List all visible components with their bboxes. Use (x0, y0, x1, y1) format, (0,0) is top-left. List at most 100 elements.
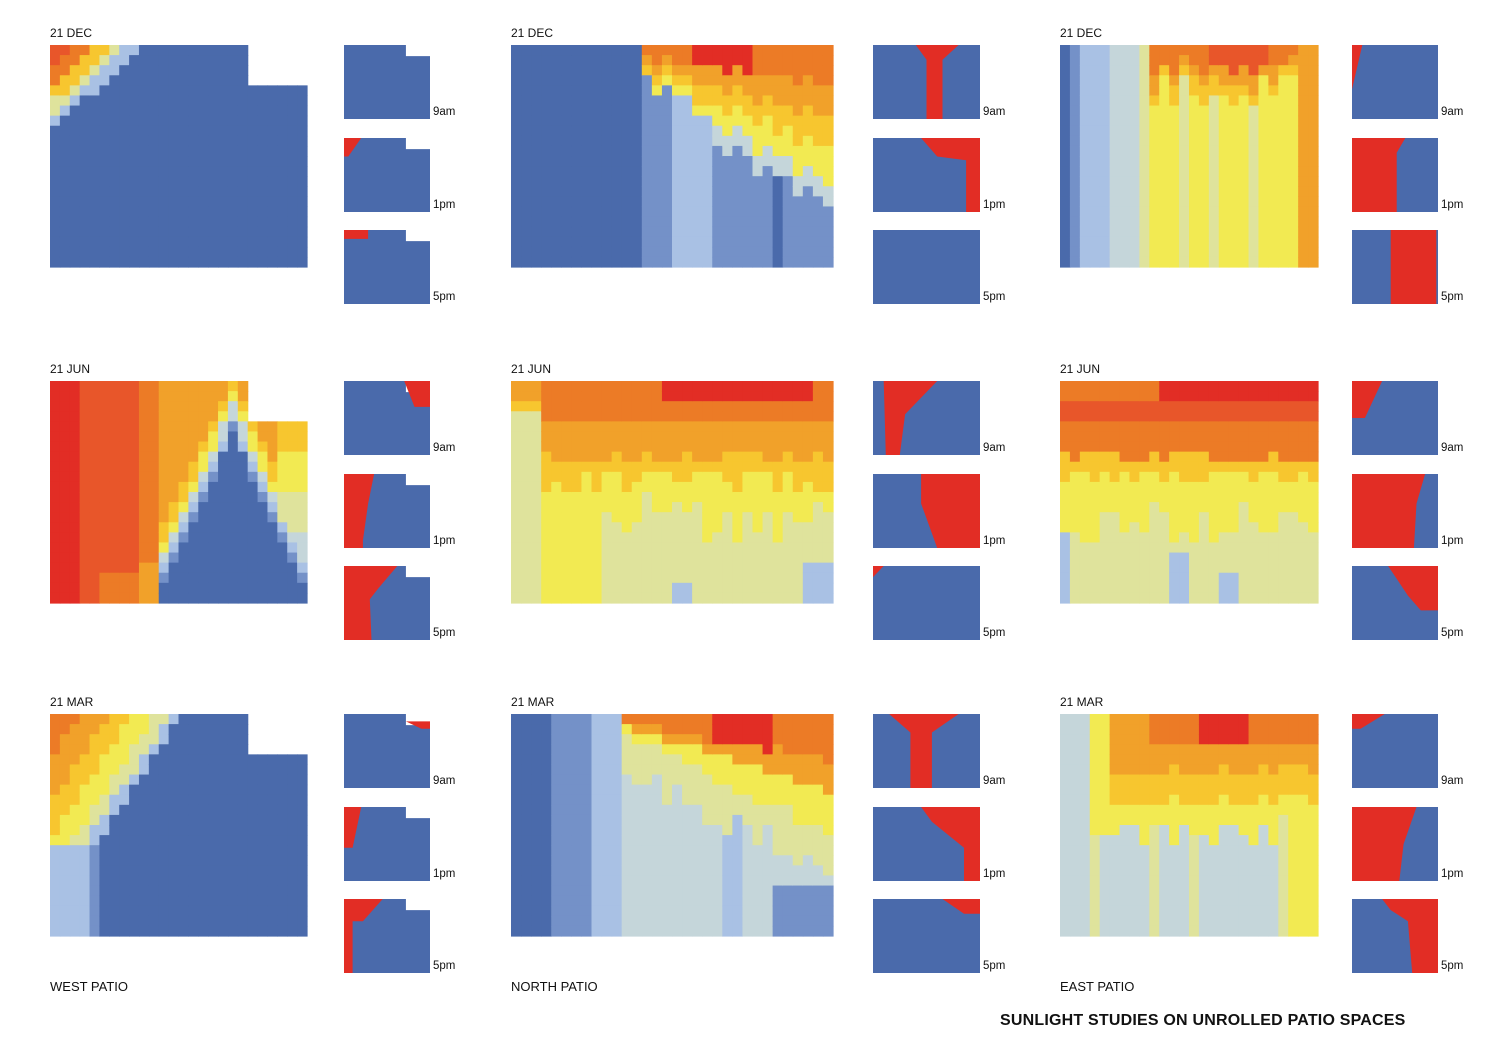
heat-cell (69, 75, 81, 86)
heat-cell (692, 835, 703, 846)
heat-cell (551, 156, 562, 167)
heat-cell (1060, 744, 1071, 755)
heat-cell (712, 115, 723, 127)
heat-cell (712, 744, 723, 755)
heat-cell (822, 764, 834, 776)
heat-cell (1069, 734, 1081, 745)
heat-cell (227, 905, 239, 917)
heat-cell (621, 246, 633, 258)
heat-cell (237, 145, 249, 157)
heat-cell (762, 714, 774, 725)
heat-cell (1228, 256, 1240, 268)
heat-cell (237, 85, 249, 97)
heat-cell (521, 206, 532, 218)
heat-cell (1129, 196, 1140, 208)
heat-cell (551, 145, 562, 157)
heat-cell (541, 246, 552, 258)
heat-cell (1218, 542, 1230, 554)
heat-cell (178, 915, 189, 927)
heat-cell (581, 461, 593, 473)
heat-cell (601, 522, 613, 533)
heat-cell (621, 804, 633, 816)
heat-cell (1089, 166, 1101, 177)
heat-cell (119, 145, 130, 157)
heat-cell (712, 75, 723, 86)
heat-cell (722, 431, 733, 443)
heat-cell (1179, 562, 1190, 574)
heat-cell (672, 145, 683, 157)
heat-cell (1189, 115, 1200, 127)
heat-cell (692, 186, 703, 197)
heat-cell (722, 216, 733, 228)
heat-cell (1278, 135, 1289, 147)
heat-cell (782, 925, 794, 937)
heat-cell (158, 401, 170, 412)
heat-cell (1238, 85, 1250, 97)
heat-cell (1288, 216, 1299, 228)
heat-cell (297, 85, 308, 97)
heat-cell (802, 115, 814, 127)
heat-cell (521, 804, 532, 816)
heat-cell (237, 55, 249, 66)
heat-cell (742, 55, 754, 66)
heat-cell (247, 196, 259, 208)
heat-cell (247, 885, 259, 897)
heat-cell (551, 794, 562, 806)
heat-cell (1159, 421, 1170, 433)
heat-cell (702, 381, 713, 392)
heat-cell (692, 461, 703, 473)
heat-cell (702, 431, 713, 443)
heat-cell (99, 481, 110, 493)
heat-cell (148, 754, 160, 766)
heat-cell (1248, 401, 1260, 412)
heat-cell (178, 55, 189, 66)
heat-cell (581, 145, 593, 157)
heat-cell (802, 196, 814, 208)
heat-cell (1099, 95, 1111, 107)
heat-cell (218, 145, 229, 157)
heat-cell (208, 905, 219, 917)
heat-cell (257, 206, 269, 218)
heat-cell (1288, 542, 1299, 554)
heat-cell (682, 492, 693, 503)
heat-cell (50, 925, 61, 937)
heat-cell (692, 441, 703, 453)
heat-cell (1198, 156, 1210, 167)
heat-cell (287, 451, 298, 463)
heat-cell (198, 216, 209, 228)
heat-cell (1288, 391, 1299, 402)
heat-cell (661, 502, 673, 513)
heat-cell (641, 156, 653, 167)
heat-cell (712, 441, 723, 453)
heat-cell (732, 754, 744, 766)
heat-cell (682, 754, 693, 766)
heat-cell (702, 895, 713, 907)
heat-cell (802, 135, 814, 147)
heat-cell (297, 95, 308, 107)
heat-cell (762, 471, 774, 483)
heat-cell (531, 512, 542, 523)
heat-cell (682, 65, 693, 76)
heat-cell (129, 115, 140, 127)
heat-cell (752, 125, 764, 137)
heat-cell (561, 401, 572, 412)
heat-cell (109, 145, 120, 157)
heat-cell (812, 845, 824, 856)
heat-cell (89, 542, 101, 554)
heat-cell (109, 411, 120, 422)
heat-cell (59, 431, 71, 443)
heat-cell (802, 226, 814, 238)
heat-cell (1278, 451, 1289, 463)
heat-cell (1069, 512, 1081, 523)
heat-cell (188, 542, 199, 554)
heat-cell (227, 216, 239, 228)
heat-cell (227, 186, 239, 197)
heat-cell (1149, 95, 1160, 107)
heat-cell (1119, 156, 1131, 167)
heat-cell (1109, 532, 1121, 544)
heat-cell (692, 105, 703, 117)
heat-cell (129, 845, 140, 856)
heat-cell (692, 401, 703, 412)
heat-cell (1278, 156, 1289, 167)
heat-cell (1089, 542, 1101, 554)
